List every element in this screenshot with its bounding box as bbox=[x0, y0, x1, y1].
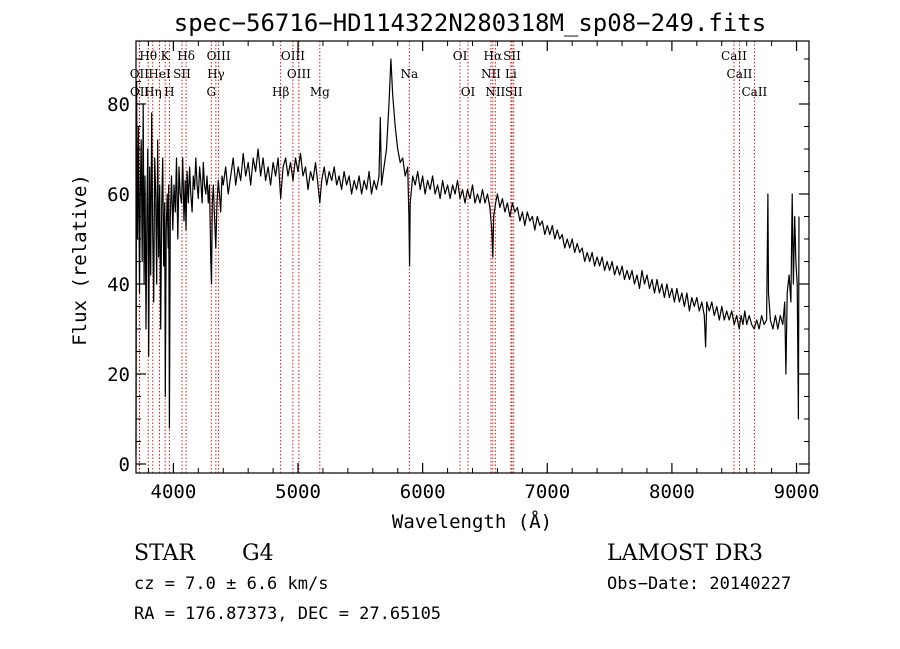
y-tick-label-2: 40 bbox=[107, 274, 130, 296]
line-label-13: OIII bbox=[287, 67, 311, 81]
line-label-12: Hγ bbox=[207, 67, 225, 81]
line-label-8: CaII bbox=[721, 49, 747, 63]
y-axis-label: Flux (relative) bbox=[69, 174, 91, 346]
y-tick-label-0: 0 bbox=[119, 454, 130, 476]
redshift-text: cz = 7.0 ± 6.6 km/s bbox=[134, 574, 328, 594]
line-label-4: OIII bbox=[281, 49, 305, 63]
x-tick-label-3: 7000 bbox=[524, 481, 570, 503]
line-label-16: Li bbox=[505, 67, 517, 81]
y-tick-label-3: 60 bbox=[107, 184, 130, 206]
object-class: STAR bbox=[134, 541, 196, 566]
line-label-22: Hβ bbox=[272, 85, 289, 99]
line-label-0: Hθ bbox=[139, 49, 157, 63]
line-label-15: NII bbox=[481, 67, 501, 81]
coordinates-text: RA = 176.87373, DEC = 27.65105 bbox=[134, 604, 441, 624]
line-label-14: Na bbox=[400, 67, 418, 81]
y-tick-label-4: 80 bbox=[107, 94, 130, 116]
plot-frame bbox=[135, 40, 810, 474]
line-label-26: SII bbox=[505, 85, 523, 99]
survey-name: LAMOST DR3 bbox=[607, 541, 763, 566]
line-label-10: HeI bbox=[148, 67, 171, 81]
line-label-23: Mg bbox=[310, 85, 330, 99]
spectrum-line bbox=[135, 58, 800, 456]
x-tick-label-1: 5000 bbox=[275, 481, 321, 503]
x-tick-label-0: 4000 bbox=[151, 481, 197, 503]
x-tick-label-2: 6000 bbox=[400, 481, 446, 503]
x-tick-label-5: 9000 bbox=[774, 481, 820, 503]
y-tick-label-1: 20 bbox=[107, 364, 130, 386]
line-label-19: Hη bbox=[144, 85, 162, 99]
object-subclass: G4 bbox=[242, 541, 274, 566]
chart-title: spec−56716−HD114322N280318M_sp08−249.fit… bbox=[174, 9, 766, 37]
x-axis-label: Wavelength (Å) bbox=[392, 510, 552, 533]
line-label-1: K bbox=[161, 49, 171, 63]
line-label-9: OII bbox=[130, 67, 150, 81]
line-label-25: NII bbox=[485, 85, 505, 99]
line-label-2: Hδ bbox=[177, 49, 195, 63]
line-label-20: H bbox=[164, 85, 174, 99]
line-label-6: Hα bbox=[484, 49, 503, 63]
obs-date-text: Obs−Date: 20140227 bbox=[607, 574, 791, 594]
spectral-line-markers bbox=[138, 41, 755, 473]
line-label-5: OI bbox=[453, 49, 468, 63]
line-label-17: CaII bbox=[727, 67, 753, 81]
line-label-21: G bbox=[206, 85, 216, 99]
line-label-18: OII bbox=[130, 85, 150, 99]
line-label-3: OIII bbox=[207, 49, 231, 63]
x-axis-ticks: 4000 5000 6000 7000 8000 9000 bbox=[147, 41, 820, 503]
x-tick-label-4: 8000 bbox=[649, 481, 695, 503]
y-axis-ticks: 0 20 40 60 80 bbox=[107, 58, 809, 476]
line-label-27: CaII bbox=[741, 85, 767, 99]
line-label-24: OI bbox=[461, 85, 476, 99]
line-label-7: SII bbox=[503, 49, 521, 63]
line-label-11: SII bbox=[173, 67, 191, 81]
